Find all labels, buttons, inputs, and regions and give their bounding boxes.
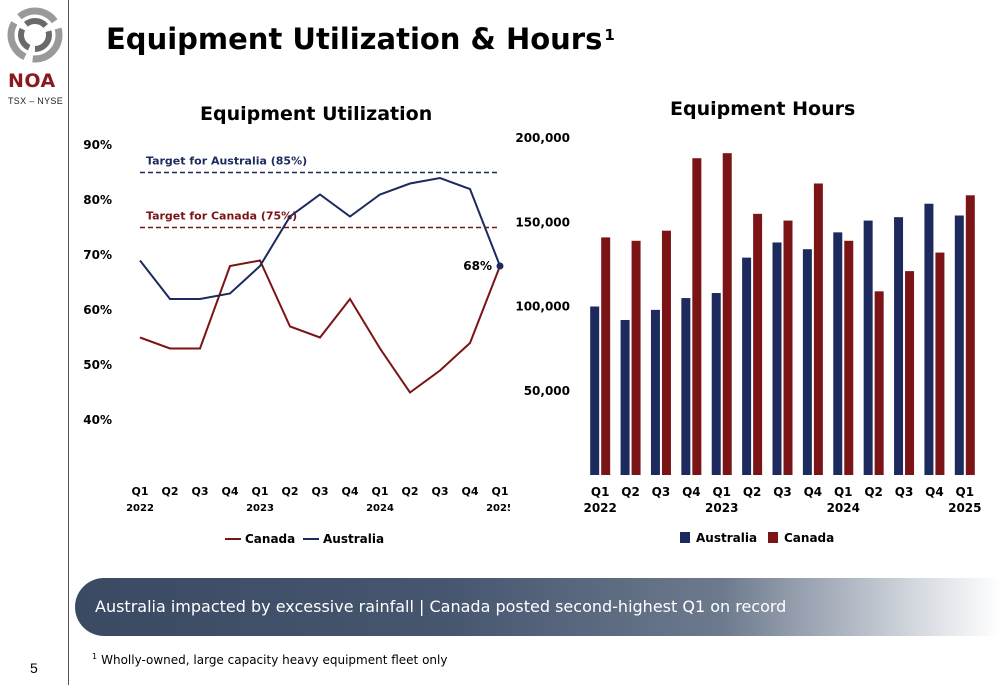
x-tick-label: Q2 — [401, 485, 418, 498]
utilization-chart-title: Equipment Utilization — [200, 103, 433, 125]
x-year-label: 2024 — [366, 503, 394, 514]
target-label: Target for Australia (85%) — [146, 155, 307, 168]
x-tick-label: Q4 — [221, 485, 238, 498]
x-tick-label: Q1 — [131, 485, 148, 498]
logo-exchange: TSX – NYSE — [8, 96, 64, 106]
title-footnote-marker: 1 — [604, 26, 615, 44]
target-label: Target for Canada (75%) — [146, 210, 297, 223]
series-line-australia — [139, 176, 501, 300]
bar-australia — [894, 217, 904, 475]
x-tick-label: Q3 — [431, 485, 448, 498]
bar-canada — [844, 240, 854, 475]
x-tick-label: Q2 — [621, 485, 640, 499]
bar-australia — [924, 203, 934, 475]
hours-chart: 50,000 100,000 150,000 200,000 Q1 Q2 Q3 Q4 Q1 Q2 Q… — [515, 131, 981, 545]
y-tick-label: 50,000 — [524, 384, 570, 398]
page-title-text: Equipment Utilization & Hours — [106, 22, 603, 56]
bar-canada — [631, 240, 641, 475]
legend-label-australia: Australia — [323, 532, 384, 546]
bar-canada — [661, 230, 671, 475]
x-year-label: 2023 — [705, 501, 738, 515]
y-tick-label: 60% — [83, 303, 112, 317]
x-tick-label: Q1 — [834, 485, 853, 499]
banner-text: Australia impacted by excessive rainfall… — [95, 597, 787, 616]
footnote: 1 Wholly-owned, large capacity heavy equi… — [92, 652, 447, 667]
hours-chart-title: Equipment Hours — [670, 98, 856, 120]
legend-swatch-australia — [680, 532, 690, 543]
bar-australia — [833, 232, 843, 475]
x-tick-label: Q4 — [682, 485, 701, 499]
x-tick-label: Q3 — [652, 485, 671, 499]
bar-canada — [965, 195, 975, 475]
bar-canada — [692, 158, 702, 475]
x-tick-label: Q4 — [341, 485, 358, 498]
x-year-label: 2025 — [948, 501, 981, 515]
x-tick-label: Q2 — [281, 485, 298, 498]
bar-canada — [874, 291, 884, 475]
bar-australia — [681, 298, 691, 475]
legend-label-canada: Canada — [245, 532, 295, 546]
x-tick-label: Q2 — [743, 485, 762, 499]
bar-australia — [802, 249, 812, 475]
x-tick-label: Q2 — [161, 485, 178, 498]
annotation-label: 68% — [463, 259, 492, 273]
x-year-label: 2022 — [126, 503, 154, 514]
x-tick-label: Q3 — [895, 485, 914, 499]
x-year-label: 2025 — [486, 503, 510, 514]
bar-australia — [772, 242, 782, 475]
x-tick-label: Q1 — [712, 485, 731, 499]
legend-label-australia: Australia — [696, 531, 757, 545]
bar-canada — [601, 237, 611, 475]
bar-canada — [753, 213, 763, 475]
footnote-marker: 1 — [92, 652, 98, 661]
x-tick-label: Q3 — [191, 485, 208, 498]
x-tick-label: Q4 — [804, 485, 823, 499]
x-tick-label: Q3 — [773, 485, 792, 499]
x-tick-label: Q3 — [311, 485, 328, 498]
bar-australia — [711, 293, 721, 475]
utilization-chart: 40% 50% 60% 70% 80% 90% Target for Australia (… — [83, 138, 510, 546]
y-tick-label: 70% — [83, 248, 112, 262]
series-line-canada — [139, 259, 501, 394]
x-tick-label: Q1 — [956, 485, 975, 499]
footnote-text: Wholly-owned, large capacity heavy equip… — [101, 653, 448, 667]
bar-australia — [620, 319, 630, 475]
summary-banner: Australia impacted by excessive rainfall… — [75, 578, 1000, 636]
x-tick-label: Q4 — [461, 485, 478, 498]
bar-australia — [863, 220, 873, 475]
x-year-label: 2023 — [246, 503, 274, 514]
x-tick-label: Q4 — [925, 485, 944, 499]
x-year-label: 2022 — [583, 501, 616, 515]
x-tick-label: Q1 — [491, 485, 508, 498]
bar-canada — [783, 220, 793, 475]
page-number: 5 — [30, 660, 38, 676]
x-tick-label: Q2 — [864, 485, 883, 499]
bar-australia — [650, 309, 660, 475]
bar-canada — [935, 252, 945, 475]
bar-canada — [905, 271, 915, 475]
y-tick-label: 100,000 — [515, 300, 570, 314]
y-tick-label: 80% — [83, 193, 112, 207]
bar-australia — [590, 306, 600, 475]
bar-canada — [813, 183, 823, 475]
y-tick-label: 40% — [83, 413, 112, 427]
bar-australia — [742, 257, 752, 475]
page-title: Equipment Utilization & Hours 1 — [106, 22, 615, 56]
bar-australia — [954, 215, 964, 475]
y-tick-label: 150,000 — [515, 215, 570, 229]
x-year-label: 2024 — [827, 501, 860, 515]
annotation-point — [496, 262, 504, 270]
x-tick-label: Q1 — [371, 485, 388, 498]
logo-ring-icon — [7, 7, 63, 63]
y-tick-label: 200,000 — [515, 131, 570, 145]
y-tick-label: 50% — [83, 358, 112, 372]
bar-canada — [722, 153, 732, 475]
x-tick-label: Q1 — [591, 485, 610, 499]
legend-label-canada: Canada — [784, 531, 834, 545]
logo-name: NOA — [8, 70, 56, 92]
x-tick-label: Q1 — [251, 485, 268, 498]
sidebar-divider — [68, 0, 69, 685]
y-tick-label: 90% — [83, 138, 112, 152]
legend-swatch-canada — [768, 532, 778, 543]
